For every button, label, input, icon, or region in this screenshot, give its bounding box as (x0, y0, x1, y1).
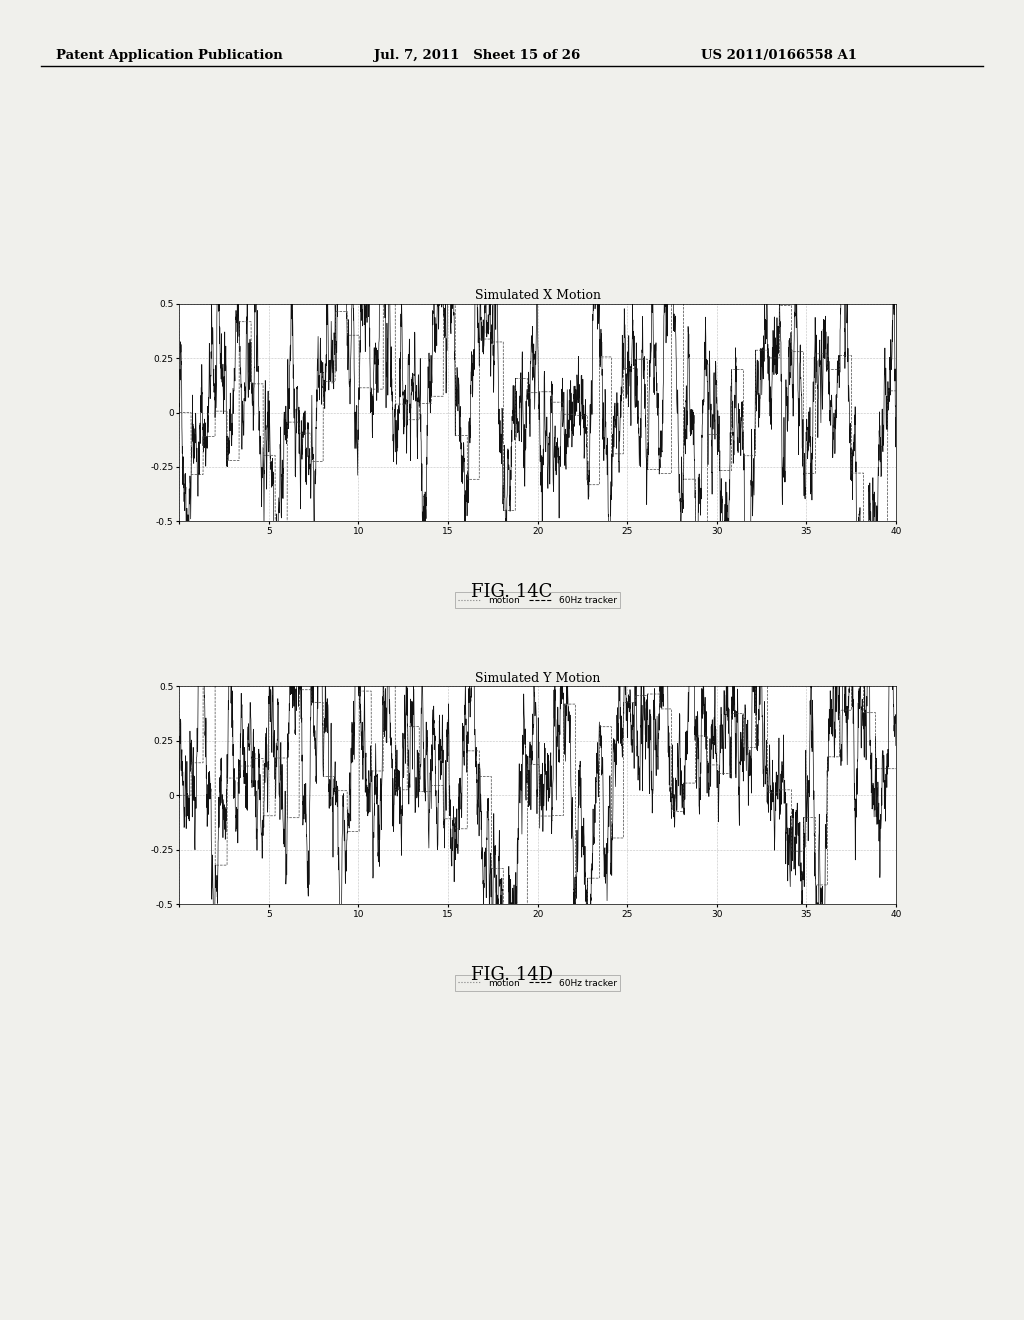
Title: Simulated Y Motion: Simulated Y Motion (475, 672, 600, 685)
Text: FIG. 14D: FIG. 14D (471, 966, 553, 985)
Text: FIG. 14C: FIG. 14C (471, 583, 553, 602)
Text: Jul. 7, 2011   Sheet 15 of 26: Jul. 7, 2011 Sheet 15 of 26 (374, 49, 580, 62)
Legend: motion, 60Hz tracker: motion, 60Hz tracker (455, 593, 621, 609)
Title: Simulated X Motion: Simulated X Motion (474, 289, 601, 302)
Text: US 2011/0166558 A1: US 2011/0166558 A1 (701, 49, 857, 62)
Legend: motion, 60Hz tracker: motion, 60Hz tracker (455, 975, 621, 991)
Text: Patent Application Publication: Patent Application Publication (56, 49, 283, 62)
